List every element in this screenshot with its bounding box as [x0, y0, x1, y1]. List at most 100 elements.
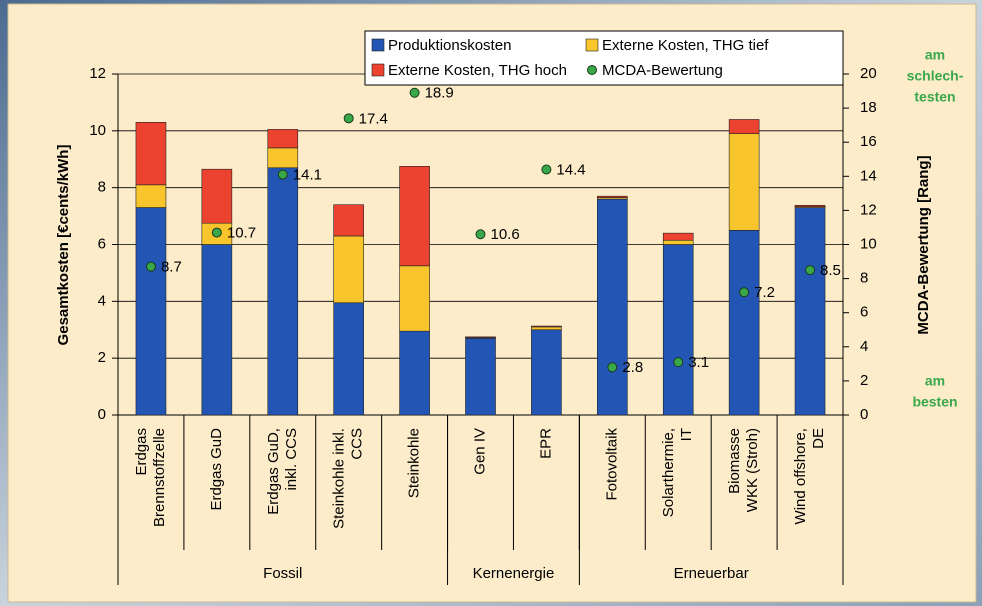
mcda-point — [409, 87, 420, 98]
x-tick-label-line: IT — [678, 428, 695, 441]
group-label: Fossil — [263, 565, 302, 582]
y-tick-label: 12 — [89, 65, 106, 82]
mcda-point — [739, 287, 750, 298]
bar-segment — [333, 235, 364, 304]
group-label: Erneuerbar — [674, 565, 749, 582]
bar-segment — [728, 133, 760, 231]
x-tick-label: Erdgas GuD — [208, 428, 225, 511]
mcda-point — [145, 261, 156, 272]
x-tick-label: Gen IV — [471, 428, 488, 475]
bar-segment — [794, 207, 826, 416]
annotation: am — [925, 373, 945, 389]
group-label: Kernenergie — [473, 565, 555, 582]
legend-label: MCDA-Bewertung — [602, 62, 723, 79]
bar-segment — [728, 119, 760, 134]
legend-swatch — [371, 63, 385, 77]
mcda-point — [475, 229, 486, 240]
legend-swatch — [585, 38, 599, 52]
mcda-point — [343, 113, 354, 124]
y2-tick-label: 16 — [860, 133, 877, 150]
mcda-point — [277, 169, 288, 180]
bar-segment — [531, 326, 562, 331]
mcda-value-label: 3.1 — [688, 354, 709, 371]
legend-marker — [587, 65, 597, 75]
x-tick-label-line: Erdgas GuD — [208, 428, 225, 511]
y2-tick-label: 6 — [860, 304, 868, 321]
y2-tick-label: 8 — [860, 270, 868, 287]
y2-tick-label: 4 — [860, 338, 868, 355]
mcda-value-label: 8.7 — [161, 259, 182, 276]
x-tick-label: Fotovoltaik — [603, 428, 620, 501]
legend-label: Produktionskosten — [388, 37, 511, 54]
x-tick-label: Wind offshore,DE — [792, 428, 827, 524]
x-tick-label-line: Gen IV — [471, 428, 488, 475]
bar-segment — [662, 232, 694, 241]
annotation: testen — [914, 89, 955, 105]
x-tick-label-line: WKK (Stroh) — [744, 428, 761, 512]
bar-segment — [135, 122, 167, 186]
y2-tick-label: 2 — [860, 372, 868, 389]
x-tick-label-line: Biomasse — [726, 428, 743, 494]
x-tick-label-line: Brennstoffzelle — [151, 428, 168, 527]
x-tick-label-line: inkl. CCS — [283, 428, 300, 491]
bar-segment — [135, 184, 167, 208]
bar-segment — [399, 166, 430, 267]
y-axis-title: Gesamtkosten [€cents/kWh] — [55, 145, 72, 346]
mcda-point — [211, 227, 222, 238]
mcda-point — [673, 357, 684, 368]
y2-tick-label: 10 — [860, 235, 877, 252]
bar-segment — [597, 198, 628, 416]
x-tick-label: Solarthermie,IT — [660, 428, 695, 517]
bar-segment — [662, 244, 694, 416]
x-tick-label-line: Erdgas GuD, — [265, 428, 282, 515]
bar-segment — [333, 204, 364, 237]
x-tick-label: ErdgasBrennstoffzelle — [133, 428, 168, 527]
bar-segment — [267, 167, 299, 416]
mcda-value-label: 2.8 — [622, 359, 643, 376]
x-tick-label-line: DE — [810, 428, 827, 449]
x-tick-label-line: EPR — [537, 428, 554, 459]
x-tick-label-line: CCS — [349, 428, 366, 460]
x-tick-label-line: Fotovoltaik — [603, 428, 620, 501]
x-tick-label-line: Steinkohle — [406, 428, 423, 498]
x-tick-label: Steinkohle inkl.CCS — [331, 428, 366, 529]
mcda-value-label: 14.4 — [556, 161, 585, 178]
annotation: schlech- — [907, 68, 964, 84]
y-tick-label: 8 — [98, 179, 106, 196]
mcda-value-label: 18.9 — [425, 85, 454, 102]
mcda-value-label: 7.2 — [754, 284, 775, 301]
bar-segment — [201, 244, 233, 416]
annotation: am — [925, 47, 945, 63]
mcda-value-label: 10.6 — [491, 226, 520, 243]
bar-segment — [728, 229, 760, 416]
mcda-point — [541, 164, 552, 175]
x-tick-label-line: Wind offshore, — [792, 428, 809, 524]
bar-segment — [135, 207, 167, 416]
bar-segment — [399, 330, 430, 416]
y-tick-label: 4 — [98, 292, 106, 309]
y2-tick-label: 0 — [860, 406, 868, 423]
bar-segment — [201, 168, 233, 224]
x-tick-label: EPR — [537, 428, 554, 459]
bar-segment — [662, 239, 694, 245]
y2-tick-label: 14 — [860, 167, 877, 184]
mcda-value-label: 10.7 — [227, 225, 256, 242]
y-tick-label: 2 — [98, 349, 106, 366]
bar-segment — [531, 325, 562, 328]
mcda-value-label: 8.5 — [820, 262, 841, 279]
y2-tick-label: 18 — [860, 99, 877, 116]
y2-axis-title: MCDA-Bewertung [Rang] — [915, 155, 932, 334]
x-tick-label: BiomasseWKK (Stroh) — [726, 428, 761, 512]
mcda-value-label: 17.4 — [359, 110, 388, 127]
bar-segment — [597, 195, 628, 198]
bar-segment — [399, 265, 430, 332]
legend-label: Externe Kosten, THG tief — [602, 37, 769, 54]
y-tick-label: 0 — [98, 406, 106, 423]
bar-segment — [465, 336, 496, 339]
legend-label: Externe Kosten, THG hoch — [388, 62, 567, 79]
x-tick-label: Steinkohle — [406, 428, 423, 498]
annotation: besten — [912, 394, 957, 410]
legend-swatch — [371, 38, 385, 52]
